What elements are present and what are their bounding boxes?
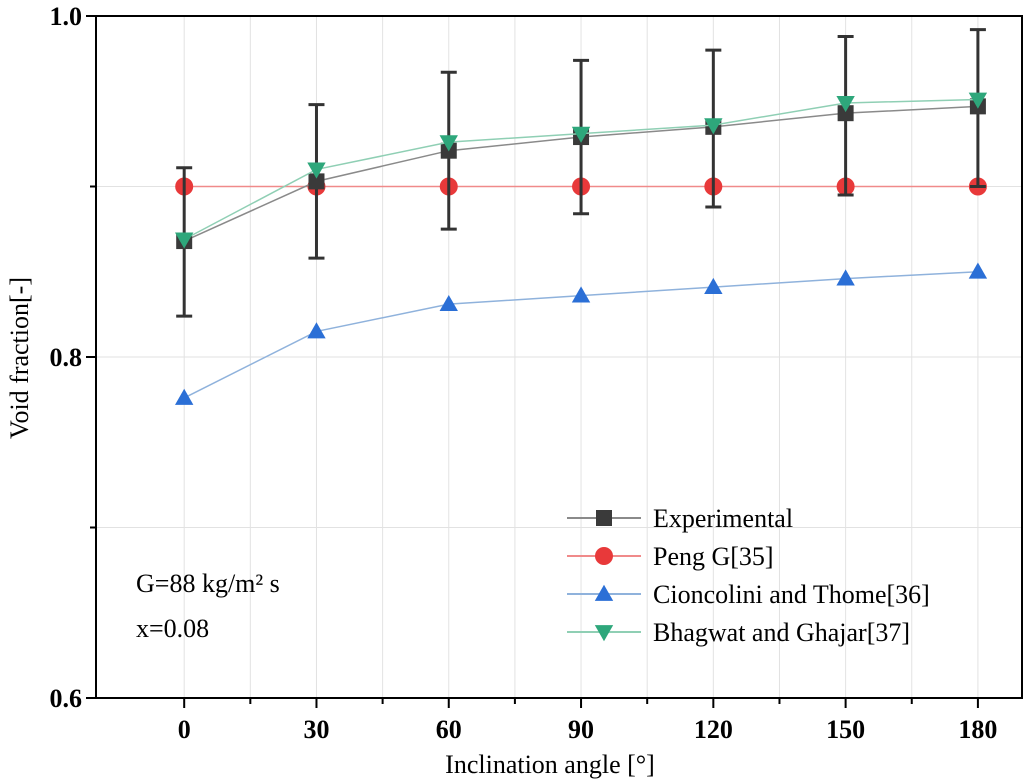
series-3 [174,92,988,249]
annotation-mass-flux: G=88 kg/m² s [136,569,280,598]
x-tick-label: 0 [178,715,191,744]
triangle-up-marker [571,286,591,303]
y-tick-label: 0.8 [50,343,83,372]
triangle-up-marker [704,277,723,294]
legend-label: Cioncolini and Thome[36] [653,580,930,609]
y-axis-title: Void fraction[-] [5,277,34,439]
legend-circle-marker [595,547,613,565]
square-marker [837,105,854,122]
axis-ticks: 0 30 60 90 120 150 180 0.6 0.8 1.0 [50,2,998,744]
legend-label: Experimental [653,504,793,533]
triangle-down-marker [439,135,458,152]
triangle-up-marker [174,388,194,405]
square-marker [308,173,325,190]
legend: Experimental Peng G[35] Cioncolini and Tho… [567,504,930,647]
triangle-up-marker [968,262,988,279]
legend-triangle-up-marker [594,584,614,601]
triangle-down-marker [174,232,194,249]
x-tick-label: 180 [958,715,997,744]
x-tick-label: 150 [826,715,865,744]
triangle-down-marker [968,92,988,109]
triangle-down-marker [836,96,855,113]
legend-item: Bhagwat and Ghajar[37] [567,618,910,647]
triangle-down-marker [704,118,723,135]
triangle-up-marker [836,269,855,286]
x-tick-label: 60 [436,715,462,744]
series-layer [174,28,988,405]
legend-item: Peng G[35] [567,542,774,571]
legend-label: Peng G[35] [653,542,774,571]
legend-triangle-down-marker [594,625,614,642]
triangle-down-marker [571,126,591,143]
y-tick-label: 1.0 [50,2,83,31]
y-tick-label: 0.6 [50,684,83,713]
triangle-up-marker [307,322,326,339]
x-axis-title: Inclination angle [°] [445,750,655,779]
triangle-down-marker [307,162,326,179]
legend-label: Bhagwat and Ghajar[37] [653,618,910,647]
legend-item: Cioncolini and Thome[36] [567,580,930,609]
annotation-quality: x=0.08 [136,614,209,643]
legend-square-marker [596,510,612,526]
x-tick-label: 30 [303,715,329,744]
triangle-up-marker [439,294,458,312]
legend-item: Experimental [567,504,793,533]
x-tick-label: 120 [694,715,733,744]
x-tick-label: 90 [568,715,594,744]
series-2 [174,262,988,405]
